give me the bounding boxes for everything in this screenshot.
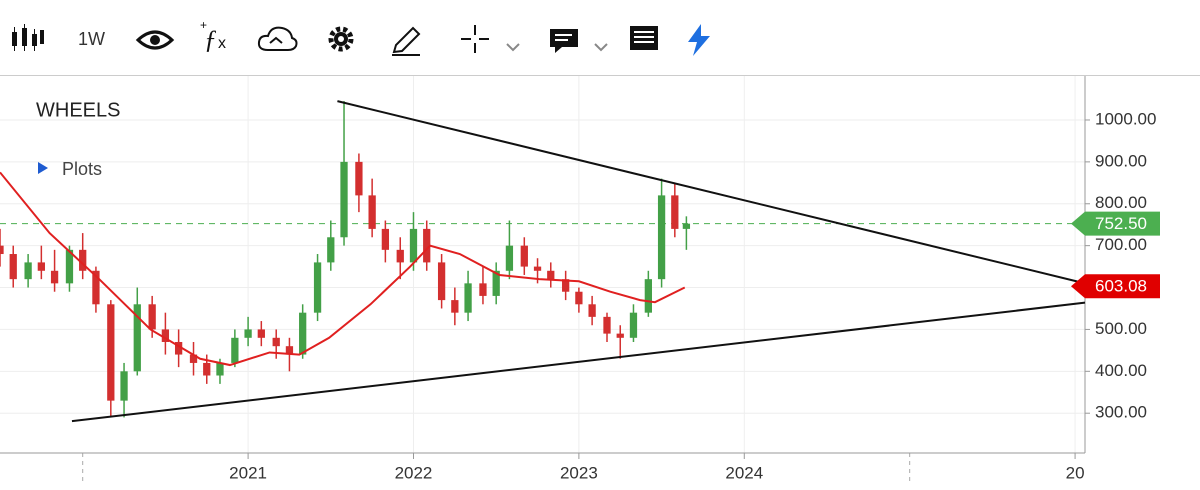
candle-body [464,283,472,313]
flash-icon[interactable] [688,24,710,56]
candle-body [479,283,487,296]
chart-title: WHEELS [36,99,120,121]
candle-body [313,262,322,313]
crosshair-icon[interactable] [461,25,520,53]
y-tick-label: 300.00 [1095,403,1147,422]
candle-body [285,346,294,355]
x-tick-label: 2022 [395,463,433,482]
moving-average [0,171,686,367]
candle-body [381,228,390,250]
candle-body [355,161,363,196]
comment-icon[interactable] [550,29,608,53]
plots-toggle[interactable]: Plots [62,159,102,179]
candle-body [257,329,265,338]
interval[interactable]: 1W [78,29,105,49]
candle-body [340,161,348,238]
candle-body [24,262,32,280]
candle-body [0,245,4,255]
candle-body [299,312,307,355]
trendline [337,100,1086,285]
last-price-label: 752.50 [1095,214,1147,233]
svg-text:+: + [200,18,207,32]
candle-body [107,304,115,401]
candle-body [671,195,679,229]
plot [0,76,1085,453]
candles-icon[interactable] [12,24,44,51]
candle-body [588,304,596,317]
candle-body [644,279,652,313]
last-price-badge [1071,211,1160,236]
candle-body [231,337,239,363]
candle-body [120,371,128,401]
y-tick-label: 400.00 [1095,361,1147,380]
settings-icon[interactable] [328,26,354,52]
candle-body [396,249,404,263]
svg-text:x: x [218,35,226,52]
candle-body [423,228,431,263]
candle-body [244,329,252,338]
candle-body [327,237,335,263]
candle-body [133,304,141,372]
candle-body [547,270,555,280]
candle-body [368,195,376,229]
x-tick-label: 2021 [229,463,267,482]
plot-area [0,76,1085,453]
candle-body [437,262,446,301]
x-tick-label: 2024 [725,463,763,482]
candle-body [562,279,570,292]
cloud-icon[interactable] [257,26,298,51]
price-marker-badge [1071,274,1160,299]
candle-body [50,270,59,284]
candle-body [492,270,500,296]
candle-body [79,249,87,271]
candle-body [174,341,183,355]
x-tick-label: 2023 [560,463,598,482]
candle-body [616,333,624,338]
plots-toggle-arrow[interactable] [38,162,48,174]
candle-body [148,304,156,330]
candle-body [9,254,17,280]
trendline [71,301,1086,423]
candle-body [161,329,170,342]
draw-icon[interactable] [392,26,421,56]
y-tick-label: 1000.00 [1095,109,1156,128]
candle-body [520,245,528,267]
toolbar: 1W ƒ x + [12,18,710,56]
candle-body [603,316,611,334]
candle-body [629,312,638,338]
candle-body [533,266,542,271]
candle-body [203,362,211,376]
candle-body [272,337,280,347]
y-tick-label: 700.00 [1095,235,1147,254]
candle-body [505,245,514,271]
price-marker-label: 603.08 [1095,277,1147,296]
candle-body [409,228,418,263]
y-tick-label: 500.00 [1095,319,1147,338]
y-tick-label: 900.00 [1095,151,1147,170]
fx-icon[interactable]: ƒ x + [200,18,226,54]
candle-body [575,291,583,305]
candle-body [92,270,100,305]
candle-body [189,354,198,363]
list-icon[interactable] [630,26,658,50]
candle-body [65,249,74,284]
candle-body [216,362,224,376]
candle-body [451,300,459,313]
candle-body [682,223,691,229]
candle-body [657,195,666,280]
candle-body [37,262,45,271]
svg-text:ƒ: ƒ [204,25,217,54]
x-tick-label: 20 [1066,463,1085,482]
eye-icon[interactable] [135,30,175,50]
y-tick-label: 800.00 [1095,193,1147,212]
